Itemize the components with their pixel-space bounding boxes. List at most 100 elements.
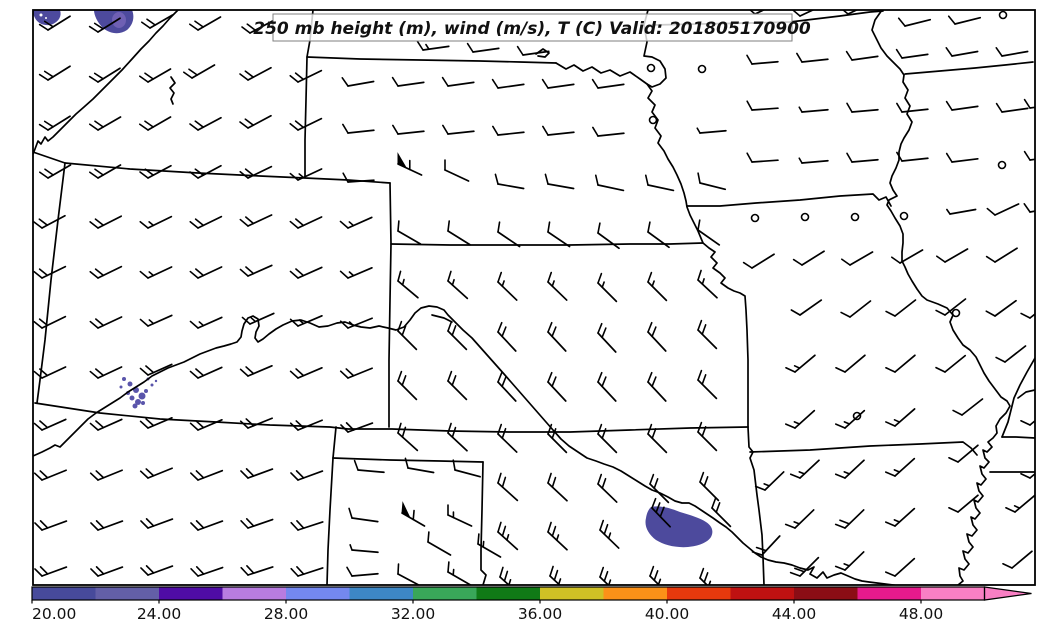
wind-barb (427, 531, 452, 556)
wind-barb-tick (144, 72, 154, 80)
wind-barb-tick (697, 421, 703, 433)
wind-barb (542, 125, 575, 136)
wind-barb-tick (948, 506, 959, 513)
wind-barb (792, 250, 825, 266)
calm-wind-circle (646, 63, 656, 73)
wind-barb-halftick (557, 578, 562, 585)
wind-barb-tick (746, 100, 753, 111)
wind-barb-tick (497, 321, 503, 333)
wind-barb (89, 366, 123, 379)
calm-wind-circle (697, 64, 707, 74)
wind-barb-staff (422, 45, 450, 51)
wind-barb-tick (503, 570, 509, 582)
wind-barb (34, 520, 68, 531)
wind-barb (89, 265, 123, 279)
wind-barb (89, 215, 123, 229)
wind-barb-staff (97, 164, 122, 179)
wind-barb-tick (885, 310, 896, 317)
wind-barb (289, 314, 323, 327)
wind-barb-staff (901, 108, 929, 113)
wind-barb-staff (397, 432, 419, 452)
wind-barb-tick (245, 468, 255, 477)
wind-barb-pennant (397, 152, 408, 169)
wind-barb-staff (41, 366, 67, 379)
wind-barb-staff (249, 312, 275, 325)
wind-barb (697, 421, 718, 452)
wind-barb-staff (764, 471, 785, 491)
wind-barb (649, 473, 670, 504)
wind-barb-staff (47, 164, 72, 179)
wind-barb-staff (697, 431, 718, 452)
wind-barb-tick (699, 567, 705, 579)
wind-barb-tick (754, 485, 766, 491)
wind-barb-staff (499, 576, 511, 585)
wind-barb-staff (347, 216, 373, 229)
wind-barb-tick (846, 152, 853, 163)
wind-barb-tick (39, 470, 49, 479)
wind-barb-staff (297, 314, 323, 327)
wind-barb (139, 215, 173, 229)
wind-barb-tick (896, 102, 903, 113)
wind-barb-staff (751, 253, 775, 269)
wind-barb-tick (33, 370, 43, 379)
wind-barb-tick (601, 428, 607, 440)
wind-barb (597, 423, 618, 454)
wind-barb-tick (447, 270, 452, 282)
wind-barb (647, 423, 668, 454)
colorbar-tick-label: 48.00 (899, 605, 943, 623)
wind-barb-tick (94, 168, 104, 176)
wind-barb-tick (601, 477, 607, 489)
wind-barb-tick (885, 366, 896, 373)
wind-barb-tick (244, 216, 255, 225)
wind-barb (189, 266, 223, 279)
wind-barb-halftick (401, 278, 405, 286)
state-border-path (749, 441, 978, 456)
wind-barb-tick (295, 268, 305, 277)
wind-barb-tick (891, 256, 901, 264)
wind-barb-tick (541, 78, 549, 89)
wind-barb-tick (451, 375, 457, 387)
wind-barb-tick (1023, 98, 1031, 109)
wind-barb-tick (339, 270, 349, 279)
wind-barb-staff (347, 317, 373, 329)
wind-barb-tick (139, 470, 149, 479)
wind-barb-staff (497, 531, 519, 551)
wind-barb-staff (961, 398, 984, 416)
wind-barb-staff (97, 265, 123, 279)
wind-barb-tick (241, 26, 251, 34)
wind-barb-staff (497, 231, 521, 248)
wind-barb-staff (899, 249, 924, 264)
wind-barb-staff (949, 208, 977, 215)
wind-barb (497, 221, 521, 248)
wind-barb (948, 494, 979, 513)
wind-barb (597, 473, 618, 503)
wind-barb (497, 371, 517, 402)
wind-barb (547, 521, 568, 551)
state-border-path (686, 193, 892, 207)
wind-barb-tick (345, 422, 355, 431)
wind-barb-tick (547, 521, 552, 533)
wind-barb-tick (240, 566, 249, 576)
wind-barb (447, 220, 471, 246)
wind-barb-tick (289, 422, 299, 431)
wind-barb (884, 507, 916, 527)
wind-barb-tick (289, 220, 299, 229)
wind-barb-tick (651, 326, 657, 338)
wind-barb-staff (597, 83, 625, 89)
wind-barb-halftick (893, 419, 901, 423)
wind-barb (649, 565, 662, 585)
wind-barb (33, 418, 67, 431)
wind-barb-staff (799, 459, 820, 479)
wind-barb-staff (351, 549, 379, 554)
wind-barb (339, 216, 373, 229)
wind-barb-tick (89, 123, 99, 131)
river-path (555, 62, 749, 428)
wind-barb-staff (447, 81, 475, 87)
wind-barb-staff (697, 329, 718, 350)
wind-barb-tick (599, 519, 605, 531)
wind-barb-staff (197, 469, 224, 481)
wind-barb-staff (751, 107, 779, 111)
wind-barb-staff (901, 157, 929, 162)
wind-barb-tick (141, 21, 151, 29)
wind-barb-tick (442, 124, 449, 135)
